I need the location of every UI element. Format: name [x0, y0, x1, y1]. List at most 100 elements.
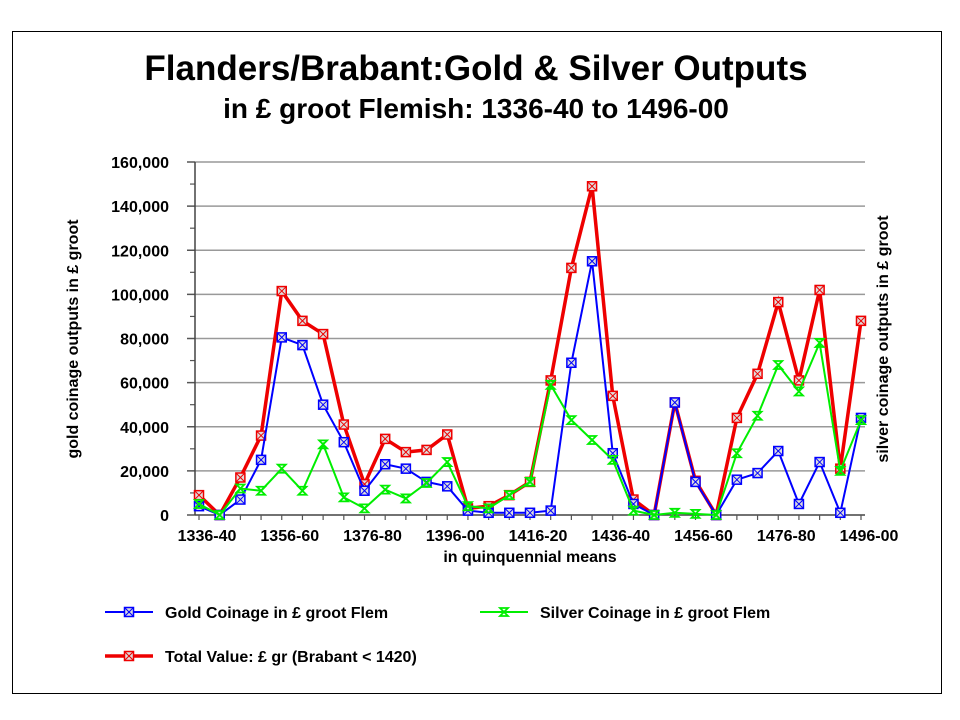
data-point-x2 — [732, 413, 742, 423]
data-point — [668, 507, 681, 518]
legend-marker-x2 — [124, 651, 134, 661]
data-point — [647, 510, 661, 520]
data-point-x2 — [194, 501, 204, 512]
data-point-x2 — [856, 315, 866, 326]
x-axis-label: in quinquennial means — [443, 549, 616, 566]
data-point-x2 — [545, 505, 556, 516]
legend-marker — [497, 607, 511, 617]
data-point-x2 — [297, 315, 308, 326]
data-point — [379, 484, 392, 495]
data-point — [710, 510, 723, 520]
data-point-x2 — [318, 329, 328, 339]
data-point-x2 — [794, 375, 804, 386]
grid-lines — [195, 161, 865, 472]
y-axis-label: gold coinage outputs in £ groot — [65, 219, 82, 459]
data-point-x2 — [587, 256, 597, 267]
data-point-x2 — [773, 446, 784, 456]
y-tick-label: 60,000 — [120, 376, 169, 393]
chart-frame — [12, 31, 942, 694]
data-point — [751, 410, 764, 421]
x-tick-label: 1496-00 — [840, 528, 899, 545]
data-point — [234, 483, 247, 494]
data-point-x2 — [421, 445, 432, 455]
legend-marker-x2 — [124, 607, 134, 617]
data-point-x2 — [276, 286, 287, 296]
data-point — [482, 503, 495, 514]
series-line — [197, 185, 863, 520]
data-point-x2 — [566, 357, 577, 368]
chart-subtitle: in £ groot Flemish: 1336-40 to 1496-00 — [223, 93, 729, 124]
series-2 — [193, 181, 867, 521]
data-point — [523, 477, 537, 487]
data-point — [275, 463, 288, 474]
data-point — [730, 448, 744, 459]
data-point-x2 — [814, 285, 825, 295]
series-1 — [192, 338, 868, 520]
data-point — [792, 386, 806, 397]
data-point-x2 — [835, 507, 846, 518]
y-tick-label: 0 — [160, 508, 169, 525]
legend-label: Gold Coinage in £ groot Flem — [165, 605, 388, 622]
data-point — [585, 435, 599, 445]
data-point — [834, 465, 847, 476]
data-point — [461, 501, 475, 512]
data-point-x2 — [380, 434, 391, 444]
legend: Gold Coinage in £ groot Flem Silver Coina… — [105, 605, 770, 666]
data-point — [689, 508, 702, 519]
data-point-x2 — [380, 459, 391, 470]
y-tick-label: 140,000 — [111, 199, 169, 216]
y-tick-label: 20,000 — [120, 464, 169, 481]
y-tick-label: 160,000 — [111, 155, 169, 172]
x-tick-label: 1436-40 — [591, 528, 650, 545]
data-point — [192, 499, 206, 509]
data-point — [337, 492, 350, 503]
data-point-x2 — [690, 477, 701, 487]
data-point-x2 — [338, 419, 349, 430]
data-point-x2 — [752, 468, 763, 478]
x-tick-label: 1396-00 — [426, 528, 485, 545]
data-point-x2 — [401, 463, 411, 474]
data-point — [606, 454, 619, 465]
data-point-x2 — [566, 263, 577, 273]
data-point-x2 — [297, 340, 308, 350]
x-tick-label: 1456-60 — [674, 528, 733, 545]
legend-label: Total Value: £ gr (Brabant < 1420) — [165, 649, 417, 666]
data-point — [854, 415, 868, 426]
y-tick-label: 120,000 — [111, 243, 169, 260]
data-point-x2 — [856, 413, 866, 423]
legend-label: Silver Coinage in £ groot Flem — [540, 605, 770, 622]
data-point-x2 — [318, 399, 328, 410]
data-point-x2 — [442, 481, 453, 492]
data-point — [813, 338, 826, 348]
data-point-x2 — [732, 474, 742, 485]
data-point-x2 — [256, 430, 266, 441]
data-point — [213, 510, 226, 520]
y-tick-labels: 0 20,000 40,000 60,000 80,000 100,000 120,000 1… — [111, 155, 169, 525]
data-point — [503, 490, 516, 501]
data-point — [772, 360, 785, 370]
data-point-x2 — [752, 368, 763, 379]
data-point-x2 — [669, 397, 680, 408]
data-point-x2 — [276, 332, 287, 343]
x-tick-labels: 1336-40 1356-60 1376-80 1396-00 1416-20 1436-… — [178, 528, 899, 545]
data-point — [420, 478, 433, 488]
data-point — [565, 415, 578, 426]
data-point-x2 — [235, 472, 246, 483]
data-point-x2 — [773, 297, 784, 307]
x-tick-label: 1416-20 — [509, 528, 568, 545]
data-point-x2 — [814, 457, 825, 467]
data-point-x2 — [587, 181, 597, 192]
data-point — [544, 379, 557, 390]
series-layer — [192, 181, 868, 521]
data-point-x2 — [794, 499, 804, 509]
y-axis-label-right: silver coinage outputs in £ groot — [875, 215, 892, 463]
data-point-x2 — [194, 490, 204, 500]
data-point-x2 — [256, 454, 266, 465]
data-point — [627, 505, 640, 516]
data-point-x2 — [442, 429, 453, 440]
y-tick-label: 80,000 — [120, 332, 169, 349]
data-point-x2 — [235, 494, 246, 505]
data-point-x2 — [525, 507, 535, 518]
data-point-x2 — [359, 485, 370, 496]
